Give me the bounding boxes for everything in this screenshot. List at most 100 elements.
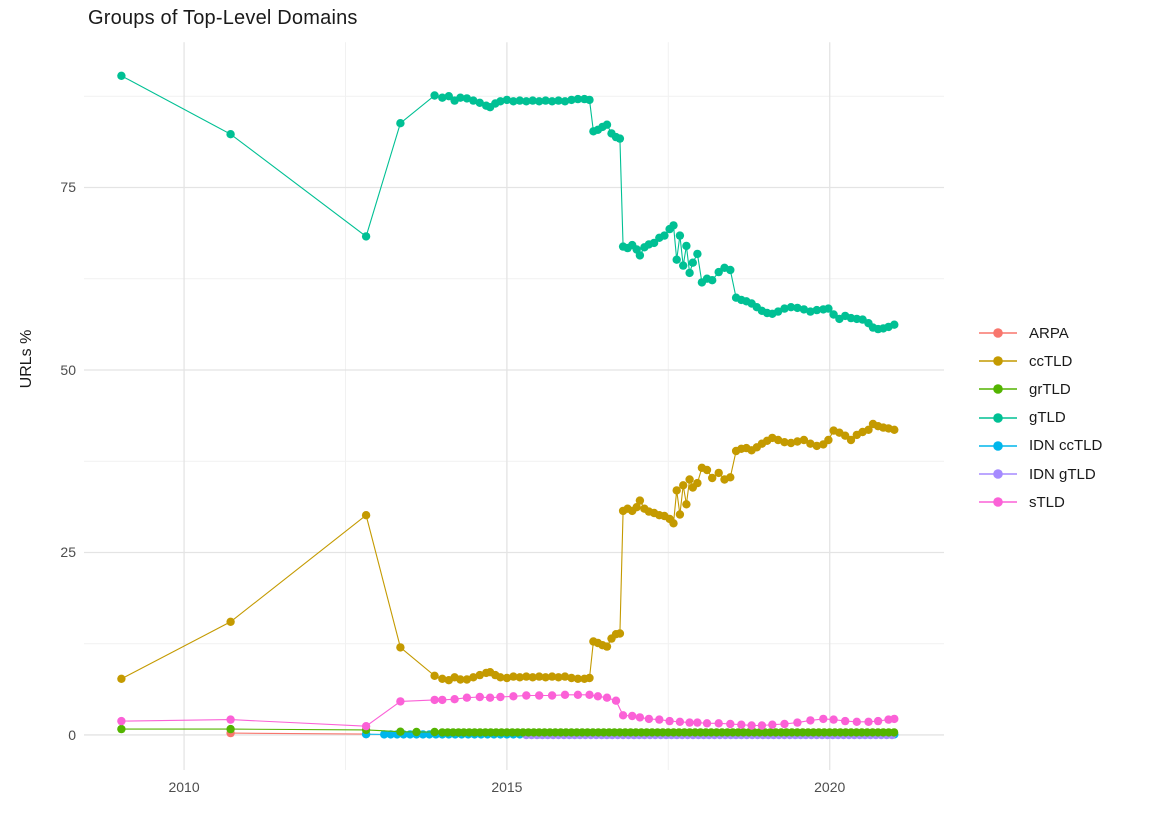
data-point [554, 673, 563, 682]
data-point [890, 320, 899, 329]
data-point [889, 728, 899, 737]
data-point [117, 724, 126, 734]
data-point [226, 724, 235, 734]
data-point [602, 120, 612, 129]
data-point [602, 642, 612, 651]
data-point [615, 134, 625, 143]
data-point [117, 716, 126, 726]
data-point [737, 720, 746, 729]
data-point [535, 672, 544, 681]
data-point [386, 730, 395, 739]
data-point [846, 435, 856, 445]
data-point [747, 721, 756, 730]
data-point [873, 716, 883, 726]
data-point [682, 500, 691, 509]
legend-key-icon [979, 356, 1017, 367]
legend-key-icon [979, 384, 1017, 395]
data-point [444, 92, 453, 101]
data-point [708, 276, 717, 285]
series-sTLD [117, 690, 899, 731]
data-point [396, 727, 405, 736]
x-tick-label: 2010 [168, 779, 200, 795]
data-point [685, 268, 694, 278]
data-point [688, 258, 697, 267]
data-point [438, 695, 447, 705]
data-point [786, 303, 796, 312]
data-point [509, 672, 518, 681]
data-point [655, 715, 664, 724]
data-point [768, 720, 777, 729]
data-point [541, 673, 550, 682]
data-point [456, 675, 465, 684]
data-point [547, 672, 557, 681]
data-point [841, 716, 850, 726]
data-point [462, 675, 472, 684]
legend-label: sTLD [1029, 493, 1065, 511]
data-point [841, 431, 850, 440]
data-point [226, 617, 235, 626]
chart-title: Groups of Top-Level Domains [88, 7, 358, 29]
data-point [380, 730, 389, 739]
legend-item-gTLD: gTLD [976, 404, 1102, 432]
series-line [121, 75, 895, 330]
data-point [438, 674, 447, 683]
data-point [660, 231, 669, 240]
data-point [560, 690, 570, 699]
data-point [475, 670, 484, 680]
data-point [496, 673, 505, 682]
data-point [773, 307, 783, 316]
data-point [708, 473, 717, 483]
data-point [799, 435, 809, 445]
data-point [585, 95, 594, 105]
legend-label: ccTLD [1029, 352, 1073, 370]
data-point [502, 95, 512, 105]
legend-item-IDN-gTLD: IDN gTLD [976, 460, 1102, 488]
data-point [726, 265, 735, 275]
data-point [528, 96, 537, 105]
data-point [515, 673, 524, 682]
data-point [412, 727, 421, 737]
data-point [430, 671, 439, 680]
data-point [585, 690, 594, 699]
data-point [714, 468, 723, 478]
legend-label: IDN gTLD [1029, 465, 1096, 483]
data-point [864, 425, 873, 434]
data-point [560, 672, 570, 681]
data-point [554, 96, 563, 105]
data-point [573, 674, 583, 683]
data-point [675, 510, 685, 519]
data-point [693, 718, 702, 727]
data-point [585, 673, 594, 683]
data-point [361, 722, 371, 731]
data-point [702, 719, 712, 728]
data-point [799, 305, 809, 314]
data-point [812, 441, 821, 451]
data-point [890, 714, 899, 724]
series-ccTLD [117, 419, 899, 685]
data-point [593, 692, 603, 701]
legend-label: ARPA [1029, 324, 1069, 342]
x-tick-label: 2015 [491, 779, 523, 795]
data-point [226, 715, 235, 724]
data-point [665, 716, 674, 726]
data-point [890, 425, 899, 434]
series-line [230, 732, 367, 735]
data-point [786, 438, 796, 448]
data-point [450, 695, 459, 704]
data-point [462, 94, 472, 103]
data-point [669, 221, 678, 230]
y-tick-label: 50 [60, 361, 76, 378]
data-point [852, 717, 861, 726]
data-point [864, 717, 873, 726]
legend-label: grTLD [1029, 380, 1071, 398]
data-point [117, 71, 126, 81]
legend: ARPA ccTLD grTLD gTLD IDN ccTLD IDN gTLD sTLD [976, 319, 1102, 516]
data-point [462, 693, 472, 702]
data-point [522, 97, 531, 106]
data-point [679, 481, 688, 490]
data-point [567, 95, 576, 105]
series-gTLD [117, 71, 899, 334]
data-point [819, 714, 828, 724]
legend-item-IDN-ccTLD: IDN ccTLD [976, 432, 1102, 460]
